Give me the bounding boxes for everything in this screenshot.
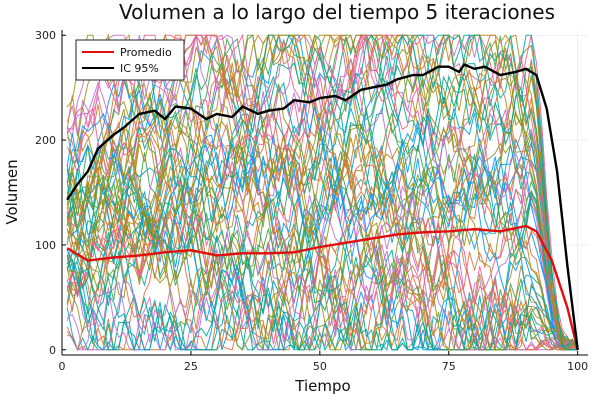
y-tick-label: 200: [35, 134, 56, 147]
legend-box: [75, 39, 185, 81]
legend-label-promedio: Promedio: [120, 46, 172, 59]
axes: [61, 30, 588, 356]
background-series-line: [66, 34, 579, 351]
x-tick-label: 0: [59, 360, 66, 373]
y-tick-label: 0: [49, 344, 56, 357]
x-axis-title: Tiempo: [294, 377, 350, 395]
background-series-line: [66, 33, 578, 351]
tick-labels: 0 25 50 75 100 0 100 200 300: [35, 29, 588, 373]
background-series-line: [66, 178, 578, 352]
background-series-line: [66, 34, 578, 351]
background-series-line: [66, 34, 578, 351]
background-series-line: [66, 33, 578, 351]
series-line-promedio: [66, 224, 579, 351]
background-series-line: [66, 82, 578, 351]
legend-label-ic95: IC 95%: [120, 62, 159, 75]
background-series-line: [66, 99, 579, 351]
background-series-line: [66, 33, 578, 351]
background-series-line: [66, 135, 579, 352]
x-tick-label: 50: [313, 360, 327, 373]
background-series-line: [66, 106, 579, 351]
background-series-line: [66, 128, 579, 351]
background-series-line: [66, 257, 578, 352]
main-series-group: [66, 63, 579, 351]
background-series-line: [66, 35, 578, 351]
background-series-line: [66, 165, 578, 351]
background-series-line: [66, 34, 579, 351]
background-series-line: [66, 34, 578, 351]
x-tick-label: 75: [442, 360, 456, 373]
background-series-group: [66, 33, 579, 352]
background-series-line: [66, 74, 579, 351]
y-tick-label: 300: [35, 29, 56, 42]
background-series-line: [66, 147, 578, 352]
series-line-ic95: [66, 63, 579, 350]
chart-title: Volumen a lo largo del tiempo 5 iteracio…: [119, 0, 555, 24]
background-series-line: [66, 89, 578, 351]
background-series-line: [67, 33, 578, 351]
x-tick-label: 25: [184, 360, 198, 373]
background-series-line: [67, 75, 578, 351]
y-tick-label: 100: [35, 239, 56, 252]
y-axis-title: Volumen: [3, 159, 21, 224]
background-series-line: [66, 219, 578, 352]
background-series-line: [66, 127, 579, 351]
legend: Promedio IC 95%: [75, 39, 185, 81]
background-series-line: [66, 131, 579, 351]
x-tick-label: 100: [567, 360, 588, 373]
